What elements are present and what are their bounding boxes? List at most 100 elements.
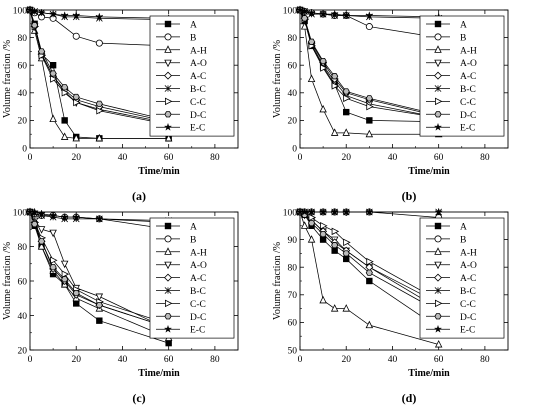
x-tick-label: 80 [210, 355, 220, 365]
x-tick-label: 0 [28, 355, 33, 365]
legend-marker [433, 122, 443, 131]
legend-marker [164, 85, 172, 92]
data-point [365, 129, 374, 138]
data-point [25, 5, 35, 14]
series-line [29, 9, 169, 125]
data-point [307, 219, 316, 227]
legend-entry: C-C [460, 98, 476, 108]
data-point [366, 102, 374, 111]
x-tick-label: 20 [71, 355, 81, 365]
legend-marker [434, 299, 443, 308]
data-point [73, 300, 80, 307]
chart-panel-4: 0 20 40 60 80 50 60 70 80 90 100 Time/min Volume fra… [272, 207, 509, 405]
x-tick-label: 0 [298, 355, 303, 365]
x-tick-label: 20 [341, 355, 351, 365]
y-tick-label: 40 [288, 89, 298, 99]
y-tick-label: 20 [18, 346, 28, 356]
legend: AB A-H A-O A-C B-C C-C D-C E-C [419, 217, 505, 339]
y-axis-label: Volume fraction /% [2, 40, 13, 118]
legend-marker [164, 313, 172, 320]
data-point [365, 320, 374, 329]
legend-box [149, 217, 235, 339]
y-tick-label: 80 [18, 243, 28, 253]
data-point [95, 12, 104, 21]
data-point [342, 128, 350, 136]
x-axis-label: Time/min [408, 166, 450, 177]
data-point [343, 94, 351, 103]
data-point [319, 236, 327, 243]
series-line [29, 9, 169, 139]
data-point [49, 70, 57, 77]
data-point [96, 106, 104, 115]
x-tick-label: 0 [28, 153, 33, 163]
data-point [72, 212, 81, 221]
legend-marker [434, 71, 442, 80]
legend-entry: A-H [460, 46, 477, 56]
legend-entry: B [460, 235, 466, 245]
x-tick-label: 0 [298, 153, 303, 163]
data-point [319, 295, 327, 304]
data-point [366, 257, 374, 266]
y-tick-label: 60 [18, 62, 28, 72]
data-point [307, 38, 316, 45]
data-point [307, 235, 316, 243]
legend-marker [434, 222, 442, 230]
y-tick-label: 80 [288, 264, 298, 274]
legend: AB A-H A-O A-C B-C C-C D-C E-C [149, 217, 235, 339]
data-point [318, 207, 328, 216]
data-point [331, 82, 340, 90]
x-tick-label: 40 [388, 153, 398, 163]
data-point [318, 9, 328, 18]
data-point [331, 227, 340, 236]
x-tick-label: 60 [434, 153, 444, 163]
legend-marker [434, 59, 442, 68]
y-tick-label: 60 [288, 62, 298, 72]
data-point [37, 209, 46, 218]
x-tick-label: 80 [480, 355, 490, 365]
legend-entry: B [190, 235, 196, 245]
legend-entry: D-C [190, 313, 206, 323]
data-point [307, 8, 316, 17]
data-point [37, 238, 46, 245]
data-point [301, 15, 309, 22]
legend-marker [434, 235, 442, 243]
data-point [319, 57, 327, 65]
data-point [95, 302, 103, 309]
y-tick-label: 40 [18, 312, 28, 322]
panel-label: (c) [132, 391, 145, 405]
x-tick-label: 60 [164, 153, 174, 163]
legend-box [419, 15, 505, 137]
data-point [61, 270, 70, 278]
data-point [434, 207, 443, 216]
data-point [60, 212, 69, 221]
legend-marker [163, 122, 173, 131]
series-e-c [295, 207, 443, 216]
legend-entry: A-H [460, 248, 477, 258]
data-point [31, 220, 39, 228]
legend-marker [434, 20, 442, 28]
legend-entry: B-C [460, 287, 476, 297]
x-tick-label: 20 [71, 153, 81, 163]
y-tick-label: 100 [283, 6, 298, 16]
legend-box [419, 217, 505, 339]
y-tick-label: 90 [288, 236, 298, 246]
series-d-c [296, 6, 443, 118]
data-point [37, 226, 46, 234]
data-point [48, 9, 58, 18]
data-point [73, 98, 81, 107]
y-tick-label: 0 [22, 144, 27, 154]
data-point [342, 207, 351, 216]
data-point [165, 339, 172, 347]
data-point [330, 9, 339, 18]
x-axis-label: Time/min [138, 166, 180, 177]
panel-label: (b) [402, 189, 417, 203]
y-axis-label: Volume fraction /% [272, 40, 283, 118]
legend-entry: A-H [190, 248, 207, 258]
legend-marker [164, 59, 172, 68]
data-point [72, 133, 80, 142]
x-tick-label: 40 [388, 355, 398, 365]
legend-entry: E-C [460, 326, 475, 336]
data-point [61, 84, 69, 91]
